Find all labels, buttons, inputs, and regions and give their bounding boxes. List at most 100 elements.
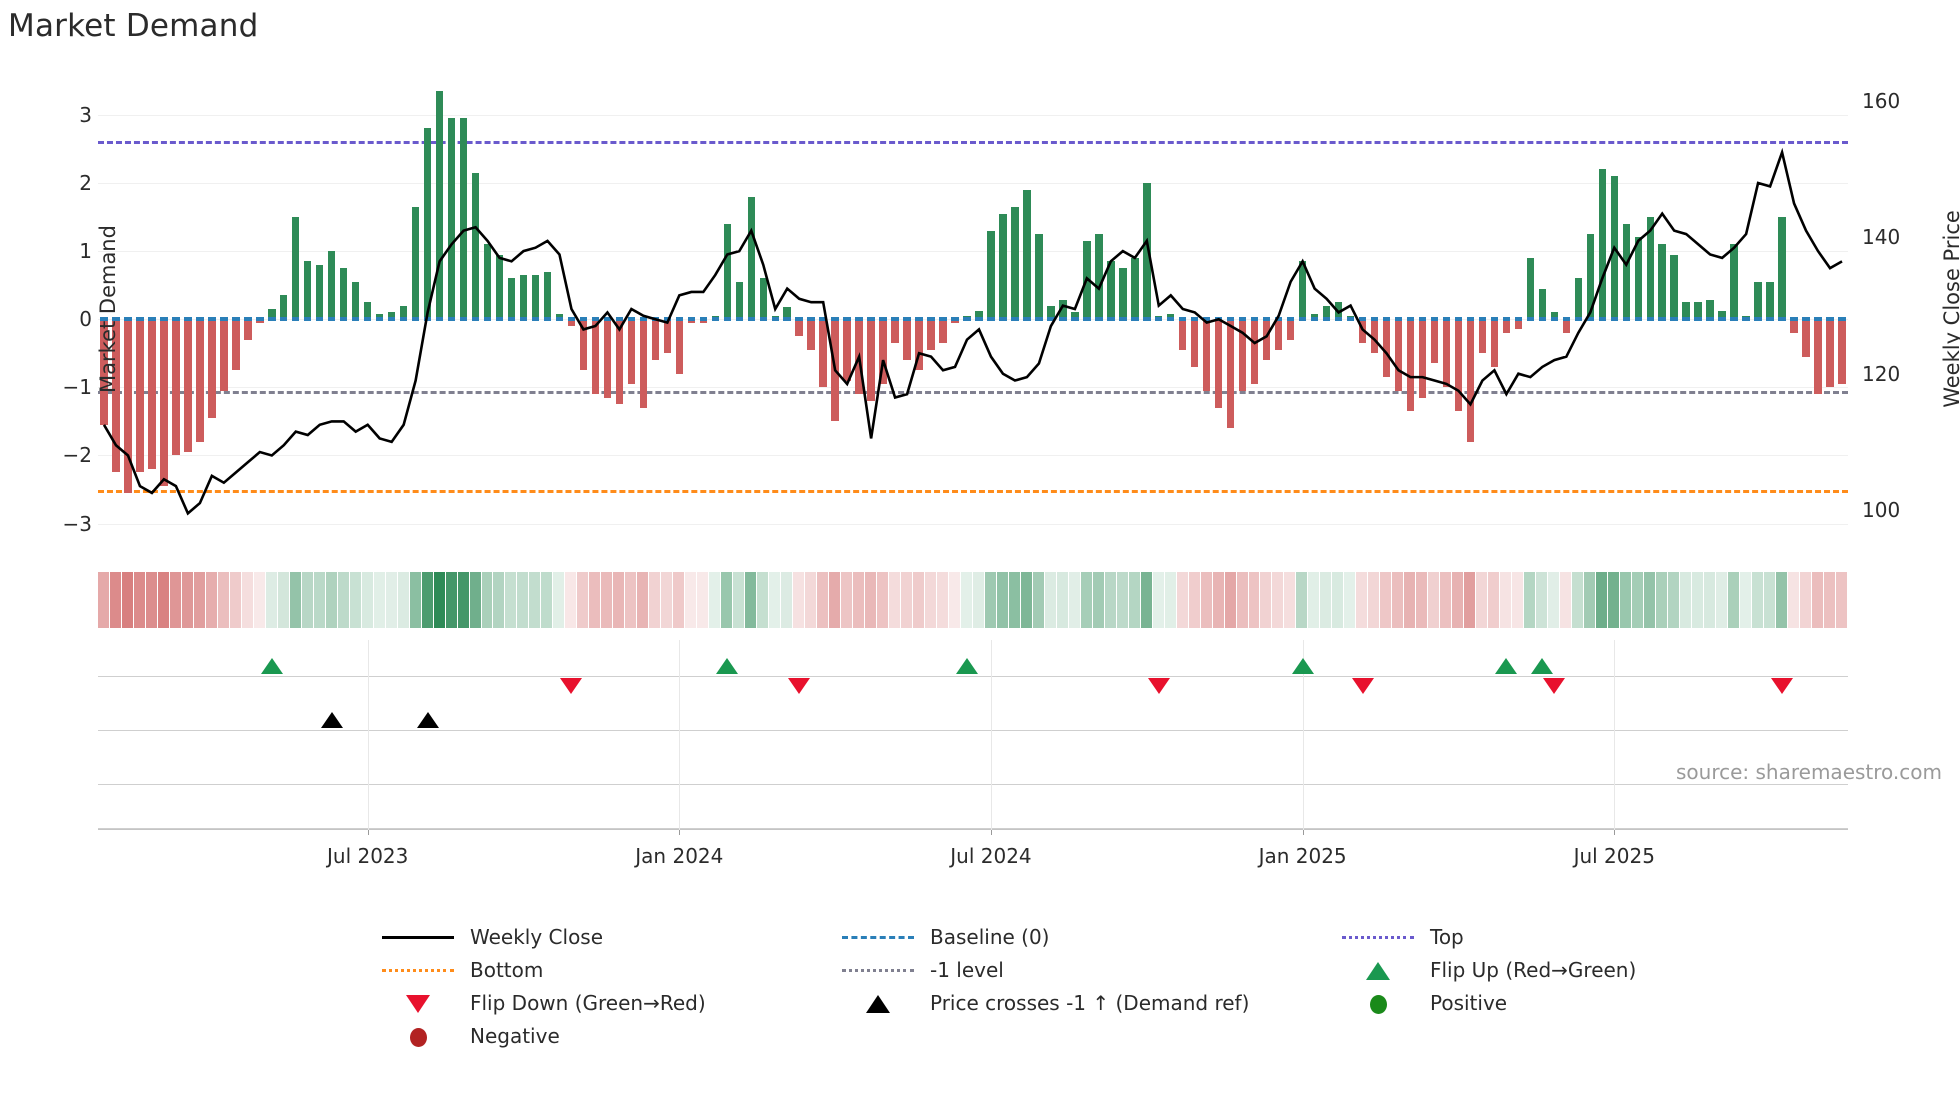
baseline-segment: [1250, 317, 1259, 322]
baseline-segment: [1670, 317, 1678, 322]
legend-item[interactable]: Flip Up (Red→Green): [1340, 958, 1740, 982]
demand-bar: [1838, 319, 1846, 384]
heat-cell: [1584, 572, 1596, 628]
heat-cell: [1500, 572, 1512, 628]
demand-bar: [747, 196, 755, 320]
baseline-segment: [471, 317, 480, 322]
heat-cell: [1811, 572, 1823, 628]
demand-bar: [1586, 234, 1594, 320]
x-tick-label: Jul 2024: [950, 844, 1032, 868]
demand-bar: [471, 172, 480, 320]
heat-cell: [1296, 572, 1308, 628]
baseline-segment: [963, 317, 971, 322]
legend-item[interactable]: Price crosses -1 ↑ (Demand ref): [840, 991, 1340, 1015]
heat-cell: [397, 572, 409, 628]
heat-cell: [1044, 572, 1056, 628]
baseline-segment: [316, 317, 324, 322]
heat-cell: [1643, 572, 1655, 628]
demand-bar: [1035, 234, 1043, 320]
heat-cell: [1703, 572, 1715, 628]
baseline-segment: [663, 317, 672, 322]
demand-bar: [1790, 319, 1798, 333]
baseline-segment: [1658, 317, 1666, 322]
demand-bar: [1694, 302, 1702, 320]
legend-label: Top: [1430, 925, 1464, 949]
heat-cell: [1116, 572, 1128, 628]
baseline-segment: [1502, 317, 1511, 322]
demand-bar: [1011, 206, 1019, 320]
baseline-segment: [1370, 317, 1379, 322]
heat-cell: [1176, 572, 1188, 628]
heat-cell: [1080, 572, 1092, 628]
baseline-segment: [1838, 317, 1846, 322]
legend-item[interactable]: -1 level: [840, 958, 1340, 982]
heat-cell: [289, 572, 301, 628]
legend-item[interactable]: Baseline (0): [840, 925, 1340, 949]
legend-item[interactable]: Top: [1340, 925, 1740, 949]
demand-bar: [1718, 311, 1726, 320]
demand-bar: [1191, 319, 1199, 367]
baseline-segment: [711, 317, 719, 322]
heat-cell: [661, 572, 673, 628]
baseline-segment: [1706, 317, 1714, 322]
baseline-segment: [208, 317, 216, 322]
demand-bar: [1478, 319, 1487, 354]
demand-bar: [1514, 319, 1523, 330]
legend-item[interactable]: Weekly Close: [380, 925, 840, 949]
legend-item[interactable]: Flip Down (Green→Red): [380, 991, 840, 1015]
demand-bar: [1023, 189, 1031, 320]
baseline-segment: [268, 317, 276, 322]
baseline-segment: [999, 317, 1007, 322]
heat-cell: [769, 572, 781, 628]
heat-cell: [960, 572, 972, 628]
baseline-segment: [375, 317, 384, 322]
baseline-segment: [1131, 317, 1139, 322]
heat-cell: [936, 572, 948, 628]
heat-cell: [1835, 572, 1847, 628]
baseline-segment: [1826, 317, 1834, 322]
gridline: [98, 387, 1848, 389]
demand-bar: [987, 230, 995, 320]
demand-bar: [1059, 300, 1067, 320]
demand-bar: [100, 319, 108, 425]
legend-label: Price crosses -1 ↑ (Demand ref): [930, 991, 1250, 1015]
flip-down-marker: [1147, 678, 1170, 694]
legend-item[interactable]: Negative: [380, 1024, 840, 1048]
heat-cell: [193, 572, 205, 628]
heat-cell: [601, 572, 613, 628]
heat-cell: [1416, 572, 1428, 628]
demand-bar: [939, 319, 947, 344]
gridline: [98, 319, 1848, 321]
baseline-segment: [939, 317, 947, 322]
heat-cell: [469, 572, 481, 628]
demand-bar: [124, 319, 132, 493]
baseline-segment: [615, 317, 624, 322]
demand-bar: [1442, 319, 1451, 388]
heat-cell: [1404, 572, 1416, 628]
price-cross-marker: [416, 712, 439, 728]
heat-cell: [1751, 572, 1763, 628]
demand-bar: [1430, 319, 1439, 364]
flip-up-marker: [260, 658, 283, 674]
baseline-segment: [1814, 317, 1822, 322]
baseline-segment: [735, 317, 743, 322]
legend-item[interactable]: Bottom: [380, 958, 840, 982]
baseline-segment: [1718, 317, 1726, 322]
heat-cell: [865, 572, 876, 628]
heat-cell: [1380, 572, 1392, 628]
baseline-segment: [975, 317, 983, 322]
demand-bar: [280, 295, 288, 320]
legend-label: Flip Down (Green→Red): [470, 991, 706, 1015]
marker-lane: [98, 784, 1848, 785]
gridline: [98, 455, 1848, 457]
heat-cell: [121, 572, 133, 628]
baseline-segment: [435, 317, 444, 322]
demand-bar: [423, 128, 432, 320]
heat-cell: [733, 572, 745, 628]
heat-cell: [169, 572, 181, 628]
demand-bar: [495, 254, 504, 320]
heat-cell: [1679, 572, 1691, 628]
demand-bar: [1250, 319, 1259, 384]
y-axis-left-label: Market Demand: [96, 225, 120, 393]
legend-item[interactable]: Positive: [1340, 991, 1740, 1015]
